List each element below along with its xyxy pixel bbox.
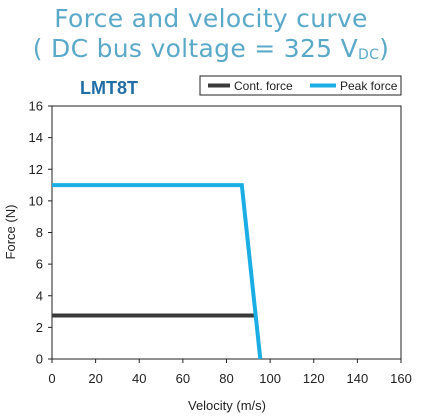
x-axis-label: Velocity (m/s) (188, 398, 266, 413)
y-tick-label: 10 (29, 193, 43, 208)
y-tick-label: 6 (36, 257, 43, 272)
peak-force-line (52, 183, 263, 360)
y-axis: 0 2 4 6 8 10 12 14 16 (29, 99, 52, 367)
subtitle-suffix: ) (379, 34, 390, 63)
subtitle-prefix: ( DC bus voltage = 325 V (32, 34, 359, 63)
x-tick-label: 40 (132, 371, 146, 386)
legend-label-cont-force: Cont. force (234, 79, 293, 93)
x-axis: 0 20 40 60 80 100 120 140 160 (48, 359, 412, 386)
y-tick-label: 12 (29, 162, 43, 177)
x-tick-label: 80 (219, 371, 233, 386)
model-label: LMT8T (80, 78, 138, 98)
y-axis-label: Force (N) (3, 205, 18, 260)
x-tick-label: 160 (390, 371, 412, 386)
series-layer (52, 183, 263, 360)
y-tick-label: 2 (36, 320, 43, 335)
y-tick-label: 16 (29, 99, 43, 114)
legend: Cont. force Peak force (199, 75, 402, 96)
y-tick-label: 4 (36, 288, 43, 303)
y-tick-label: 14 (29, 130, 43, 145)
y-tick-label: 8 (36, 225, 43, 240)
plot-area (51, 105, 402, 360)
chart-title: Force and velocity curve (54, 4, 368, 33)
subtitle-subscript: DC (358, 47, 380, 63)
x-tick-label: 100 (259, 371, 281, 386)
x-tick-label: 0 (48, 371, 55, 386)
y-tick-label: 0 (36, 352, 43, 367)
x-tick-label: 20 (88, 371, 102, 386)
x-tick-label: 120 (303, 371, 325, 386)
chart-subtitle: ( DC bus voltage = 325 VDC) (0, 34, 422, 63)
legend-box (199, 75, 402, 96)
x-tick-label: 140 (347, 371, 369, 386)
legend-label-peak-force: Peak force (340, 79, 398, 93)
x-tick-label: 60 (176, 371, 190, 386)
